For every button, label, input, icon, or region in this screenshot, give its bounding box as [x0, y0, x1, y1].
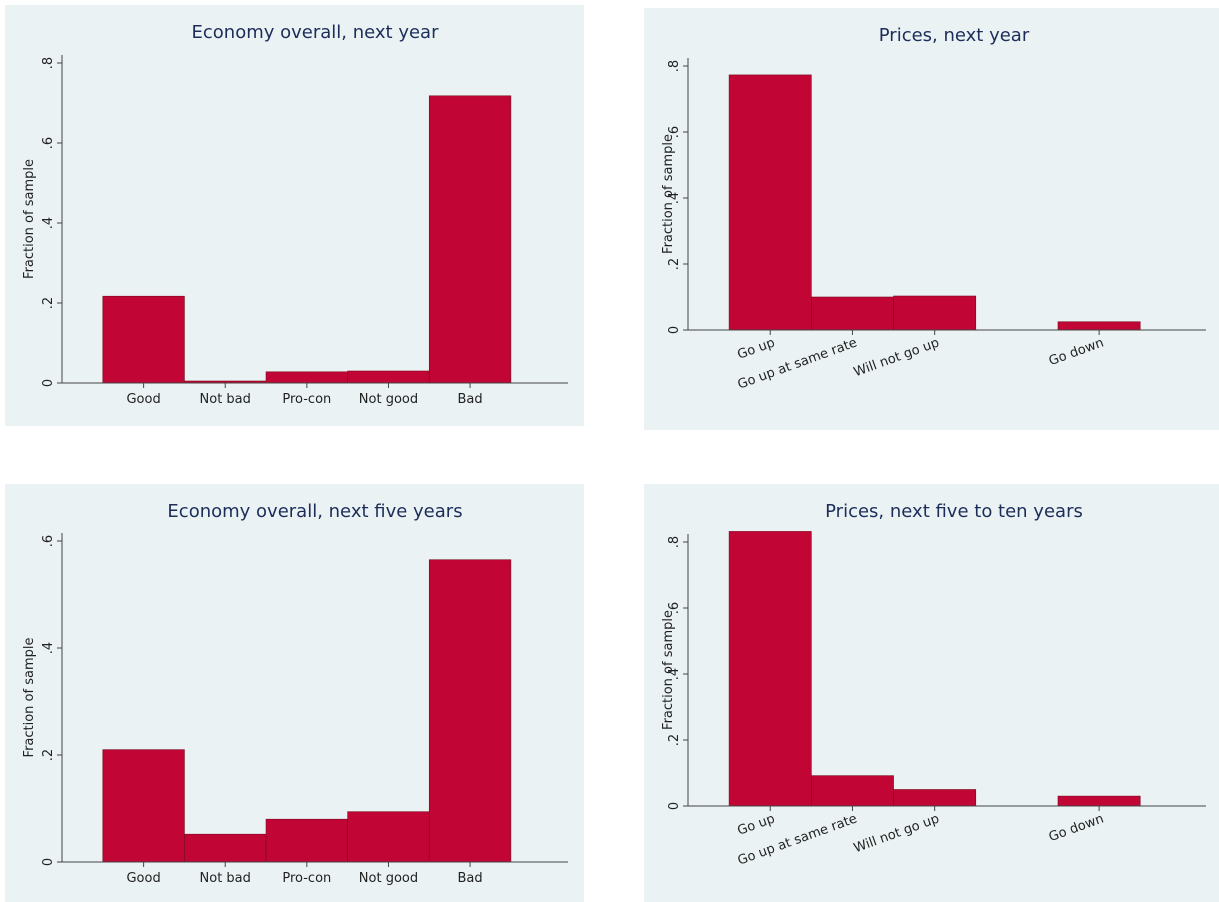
chart-title: Economy overall, next five years: [167, 501, 462, 522]
bar-not-bad: [184, 833, 267, 863]
bar-good: [102, 749, 185, 863]
y-tick-label: .8: [41, 57, 56, 69]
y-axis-label: Fraction of sample: [22, 638, 37, 758]
bar-go-up: [728, 74, 812, 331]
chart-prices-next-five-to-ten-years: Prices, next five to ten years Fraction o…: [644, 484, 1219, 902]
y-tick-label: .8: [667, 60, 682, 72]
y-tick-label: .4: [41, 217, 56, 229]
chart-title: Prices, next five to ten years: [825, 501, 1083, 522]
x-tick-label: Bad: [457, 871, 482, 886]
y-axis-label: Fraction of sample: [22, 159, 37, 279]
bar-pro-con: [265, 371, 348, 384]
y-tick-label: .6: [41, 535, 56, 547]
x-tick-label: Pro-con: [282, 392, 331, 407]
chart-svg: Economy overall, next five years Fraction…: [5, 484, 584, 902]
chart-prices-next-year: Prices, next year Fraction of sample 0 .2 .4…: [644, 8, 1219, 430]
y-tick-label: .6: [667, 126, 682, 138]
bar-go-up-at-same-rate: [811, 296, 894, 331]
y-axis-label: Fraction of sample: [661, 134, 676, 254]
y-tick-label: 0: [667, 326, 682, 334]
bar-good: [102, 295, 185, 384]
x-tick-label: Not bad: [200, 871, 251, 886]
y-tick-label: .6: [667, 602, 682, 614]
y-tick-label: .2: [667, 258, 682, 270]
x-tick-label: Good: [126, 392, 160, 407]
y-tick-label: 0: [41, 858, 56, 866]
bar-bad: [428, 559, 512, 863]
bar-bad: [428, 95, 512, 384]
x-tick-label: Not bad: [200, 392, 251, 407]
chart-economy-next-five-years: Economy overall, next five years Fraction…: [5, 484, 584, 902]
x-tick-label: Not good: [359, 871, 418, 886]
y-tick-label: .6: [41, 137, 56, 149]
y-tick-label: .2: [41, 749, 56, 761]
bar-pro-con: [265, 818, 348, 863]
bar-not-good: [347, 370, 430, 384]
x-tick-label: Not good: [359, 392, 418, 407]
chart-svg: Prices, next year Fraction of sample 0 .2 .4…: [644, 8, 1219, 430]
bar-go-down: [1057, 321, 1141, 331]
y-tick-label: .2: [41, 297, 56, 309]
chart-title: Economy overall, next year: [192, 22, 440, 43]
bar-will-not-go-up: [893, 295, 977, 331]
chart-economy-next-year: Economy overall, next year Fraction of sa…: [5, 5, 584, 426]
y-axis-label: Fraction of sample: [661, 610, 676, 730]
bar-will-not-go-up: [893, 789, 977, 807]
y-tick-label: .4: [667, 192, 682, 204]
x-tick-label: Pro-con: [282, 871, 331, 886]
chart-svg: Economy overall, next year Fraction of sa…: [5, 5, 584, 426]
y-tick-label: .4: [667, 668, 682, 680]
bar-go-up: [728, 531, 812, 807]
bar-not-good: [347, 811, 430, 863]
y-tick-label: .8: [667, 536, 682, 548]
y-tick-label: .2: [667, 734, 682, 746]
y-tick-label: .4: [41, 642, 56, 654]
y-tick-label: 0: [41, 379, 56, 387]
bar-go-down: [1057, 795, 1141, 807]
chart-title: Prices, next year: [879, 25, 1030, 46]
x-tick-label: Bad: [457, 392, 482, 407]
chart-svg: Prices, next five to ten years Fraction o…: [644, 484, 1219, 902]
y-tick-label: 0: [667, 802, 682, 810]
bar-go-up-at-same-rate: [811, 775, 894, 807]
x-tick-label: Good: [126, 871, 160, 886]
